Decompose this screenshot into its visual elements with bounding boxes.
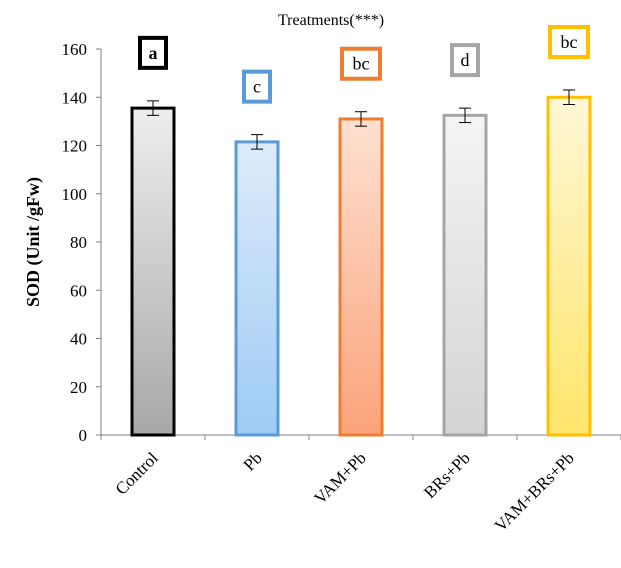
error-bar (563, 89, 575, 105)
y-tick-label: 120 (62, 137, 88, 156)
svg-text:d: d (461, 50, 470, 70)
svg-text:bc: bc (561, 32, 578, 52)
axes: 0 20 40 60 80 100 120 140 160 (62, 40, 621, 445)
x-tick-label: Control (112, 448, 162, 498)
bars (130, 89, 592, 437)
significance-letters: a c bc d bc (138, 25, 590, 104)
significance-letter: d (450, 43, 480, 78)
error-bar (459, 107, 471, 124)
significance-letter: a (138, 35, 168, 70)
y-tick-label: 100 (62, 185, 88, 204)
error-bar (355, 111, 367, 127)
error-bar (147, 100, 159, 116)
bar-pb (234, 140, 280, 437)
significance-letter: c (242, 69, 272, 104)
bar-brs-pb (442, 113, 488, 437)
y-tick-label: 60 (70, 281, 87, 300)
error-bar (251, 134, 263, 150)
bar-control (130, 106, 176, 437)
svg-text:bc: bc (353, 54, 370, 74)
x-tick-label: BRs+Pb (420, 448, 474, 502)
x-tick-label: VAM+BRs+Pb (491, 448, 578, 535)
chart-title: Treatments(***) (278, 12, 384, 29)
y-tick-label: 160 (62, 40, 88, 59)
y-tick-label: 20 (70, 378, 87, 397)
x-tick-label: VAM+Pb (310, 448, 369, 507)
y-axis-label: SOD (Unit /gFw) (23, 177, 44, 307)
significance-letter: bc (548, 25, 590, 60)
y-tick-label: 80 (70, 233, 87, 252)
significance-letter: bc (340, 46, 382, 81)
x-tick-label: Pb (240, 448, 266, 474)
y-tick-label: 40 (70, 330, 87, 349)
bar-vam-pb (338, 117, 384, 437)
y-tick-label: 0 (79, 426, 88, 445)
svg-text:c: c (253, 77, 261, 97)
y-tick-label: 140 (62, 88, 88, 107)
x-tick-labels: Control Pb VAM+Pb BRs+Pb VAM+BRs+Pb (112, 448, 578, 535)
svg-text:a: a (149, 43, 158, 63)
bar-vam-brs-pb (546, 95, 592, 437)
